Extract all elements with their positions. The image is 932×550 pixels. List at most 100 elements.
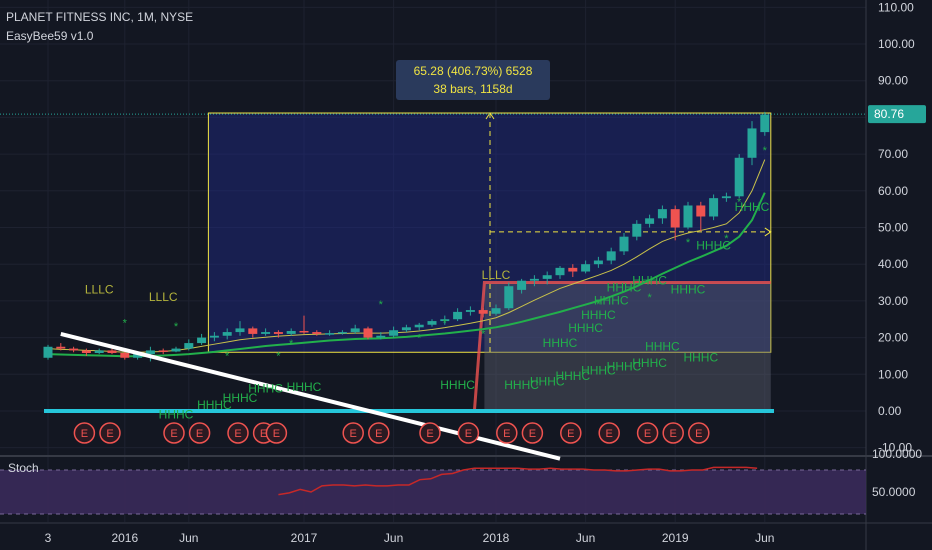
earnings-marker-label: E [529,428,536,440]
candle-body [43,346,53,358]
last-price-badge [868,105,926,124]
range-stats-line1: 65.28 (406.73%) 6528 [413,64,533,78]
candle-body [299,330,309,333]
signal-label: HHHC [555,369,590,383]
candle-body [145,350,155,355]
x-tick-label: 2019 [662,531,689,545]
x-tick-label: Jun [576,531,595,545]
star-marker: * [417,332,422,344]
candle-body [427,321,437,325]
x-tick-label: Jun [384,531,403,545]
candle-body [235,328,245,333]
signal-label: HHHC [287,380,322,394]
signal-label: HHHC [607,360,642,374]
earnings-marker-label: E [426,428,433,440]
candle-body [158,350,168,352]
candle-body [209,335,219,338]
candle-body [197,337,207,344]
earnings-marker-label: E [606,428,613,440]
signal-label: HHHC [696,239,731,253]
candle-body [120,352,130,358]
candle-body [56,346,66,349]
star-marker: * [737,196,742,208]
candle-body [670,209,680,228]
indicator-title: EasyBee59 v1.0 [6,29,94,43]
y-tick-label: 110.00 [878,0,914,14]
earnings-marker [662,422,684,444]
star-marker: * [379,299,384,311]
earnings-marker-label: E [234,428,241,440]
signal-label: HHHC [632,273,667,287]
range-stats-line2: 38 bars, 1158d [433,82,513,96]
earnings-marker-label: E [644,428,651,440]
star-marker: * [763,145,768,157]
candle-body [709,198,719,217]
y-tick-label: 30.00 [878,294,908,308]
range-stats-tooltip: 65.28 (406.73%) 6528 38 bars, 1158d [396,60,550,100]
stoch-label: Stoch [8,461,39,475]
candle-body [632,223,642,237]
y-tick-label: 60.00 [878,184,908,198]
star-marker: * [686,237,691,249]
earnings-marker-label: E [567,428,574,440]
star-marker: * [174,321,179,333]
earnings-marker-label: E [375,428,382,440]
signal-label: HHHC [607,281,642,295]
y-tick-label: 50.00 [878,221,908,235]
x-tick-label: 2018 [483,531,510,545]
earnings-marker-label: E [260,428,267,440]
candle-body [453,311,463,320]
signal-label: HHHC [248,382,283,396]
star-marker: * [225,351,230,363]
signal-label: HHHC [581,308,616,322]
candle-body [504,286,514,309]
earnings-marker-label: E [695,428,702,440]
candle-body [248,328,258,334]
candle-body [465,310,475,312]
candle-body [555,267,565,276]
earnings-marker [496,422,518,444]
stoch-line [278,466,758,496]
star-marker: * [289,338,294,350]
earnings-marker [368,422,390,444]
candle-body [133,354,143,358]
stoch-tick-label: 50.0000 [872,485,916,499]
earnings-marker [598,422,620,444]
candle-body [696,205,706,217]
star-marker: * [481,329,486,341]
x-tick-label: 2017 [291,531,318,545]
signal-label: HHHC [159,407,194,421]
range-arrow-up [485,112,495,120]
earnings-marker-label: E [465,428,472,440]
signal-label: HHHC [683,350,718,364]
last-price-label: 80.76 [874,107,904,121]
candle-body [107,350,117,353]
candle-body [171,348,181,352]
ma-slow-line [47,192,766,358]
earnings-marker-label: E [503,428,510,440]
candle-body [401,327,411,331]
earnings-marker-label: E [170,428,177,440]
y-tick-label: 10.00 [878,367,908,381]
earnings-marker [188,422,211,444]
candle-body [376,335,386,338]
signal-label: HHHC [568,321,603,335]
candle-body [542,275,552,279]
earnings-marker-label: E [196,428,203,440]
candle-body [568,267,578,272]
star-marker: * [596,299,601,311]
earnings-marker [457,422,480,444]
candle-body [414,324,424,328]
y-tick-label: -10.00 [878,441,912,455]
candle-body [721,196,731,199]
candle-body [286,330,296,334]
earnings-marker [163,422,185,444]
candle-body [517,280,527,290]
signal-label: HHHC [671,283,706,297]
signal-label: HHHC [440,378,475,392]
candles [43,111,770,362]
range-arrow-right [764,227,772,237]
earnings-marker [419,422,441,444]
